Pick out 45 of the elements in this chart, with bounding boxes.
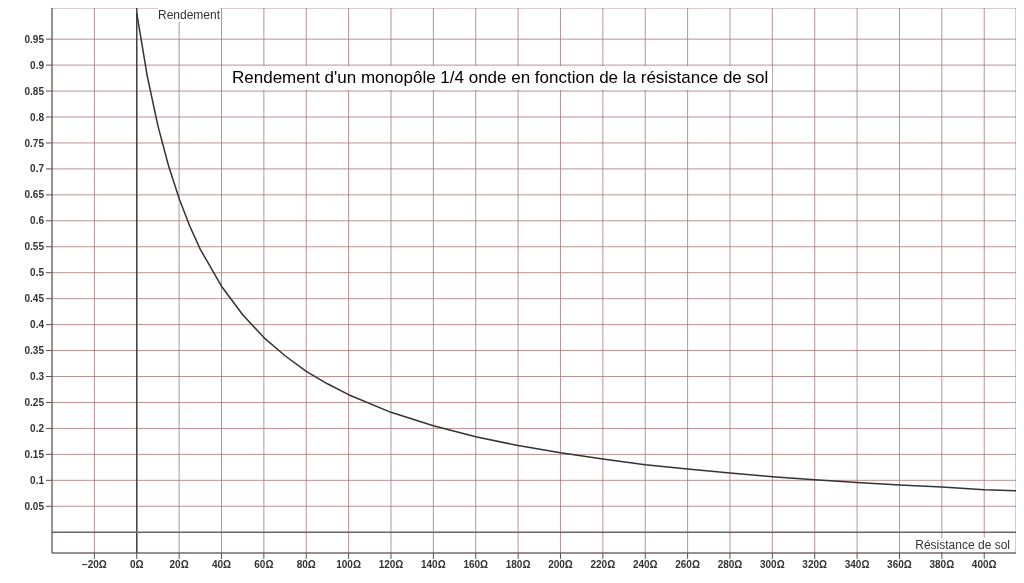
- x-tick-label: 300Ω: [760, 559, 785, 571]
- x-tick-label: 160Ω: [463, 559, 489, 571]
- y-axis-title: Rendement: [158, 8, 221, 22]
- x-tick-label: 240Ω: [632, 559, 658, 571]
- x-tick-label: 360Ω: [887, 559, 912, 571]
- line-series: [136, 12, 1016, 492]
- y-tick-label: 0.55: [24, 241, 45, 253]
- y-tick-label: 0.85: [24, 85, 45, 97]
- text: Rendement d'un monopôle 1/4 onde en fonction de la résistance de sol: [228, 66, 773, 90]
- x-tick-label: −20Ω: [81, 559, 107, 571]
- x-tick-label: 340Ω: [844, 559, 870, 571]
- x-tick-label: 60Ω: [254, 559, 274, 571]
- y-tick-label: 0.45: [24, 293, 45, 305]
- x-tick-label: 40Ω: [211, 559, 232, 571]
- y-tick-label: 0.35: [24, 345, 45, 357]
- y-tick-label: 0.65: [24, 189, 45, 201]
- y-tick-label: 0.8: [30, 111, 45, 123]
- x-tick-label: 380Ω: [929, 559, 955, 571]
- y-tick-label: 0.9: [30, 59, 45, 71]
- x-tick-label: 400Ω: [971, 559, 997, 571]
- x-tick-label: 200Ω: [548, 559, 573, 571]
- x-tick-label: 320Ω: [802, 559, 828, 571]
- x-axis-title: Résistance de sol: [915, 538, 1010, 552]
- x-tick-label: 220Ω: [590, 559, 616, 571]
- y-tick-label: 0.5: [30, 267, 45, 279]
- y-tick-label: 0.25: [24, 397, 45, 409]
- x-tick-label: 100Ω: [336, 559, 361, 571]
- x-tick-label: 260Ω: [675, 559, 700, 571]
- y-tick-label: 0.6: [30, 215, 45, 227]
- x-tick-label: 140Ω: [421, 559, 446, 571]
- y-tick-label: 0.95: [24, 33, 45, 45]
- x-tick-label: 120Ω: [378, 559, 404, 571]
- y-tick-label: 0.4: [30, 319, 45, 331]
- x-tick-label: 280Ω: [717, 559, 743, 571]
- x-tick-label: 180Ω: [505, 559, 531, 571]
- y-tick-label: 0.3: [30, 371, 45, 383]
- y-tick-label: 0.15: [24, 448, 45, 460]
- x-tick-label: 0Ω: [129, 559, 144, 571]
- x-tick-label: 80Ω: [296, 559, 316, 571]
- x-tick-label: 20Ω: [169, 559, 189, 571]
- y-tick-label: 0.2: [30, 422, 45, 434]
- y-tick-label: 0.7: [30, 163, 45, 175]
- y-tick-label: 0.1: [30, 474, 45, 486]
- y-tick-label: 0.05: [24, 500, 45, 512]
- y-tick-label: 0.75: [24, 137, 45, 149]
